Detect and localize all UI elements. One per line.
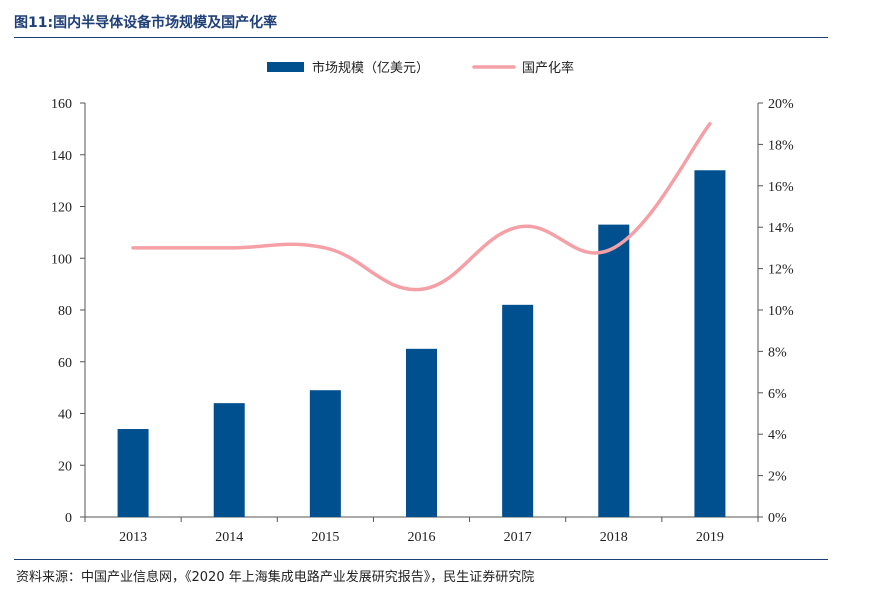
y-tick-label: 140 [51, 149, 72, 164]
y2-tick-label: 8% [768, 345, 787, 360]
y2-tick-label: 6% [768, 387, 787, 402]
legend-swatch-market-size [267, 62, 304, 72]
y2-tick-label: 12% [768, 263, 794, 278]
legend-label-market-size: 市场规模（亿美元） [312, 60, 429, 76]
y2-tick-label: 16% [768, 180, 794, 195]
source-note: 资料来源：中国产业信息网，《2020 年上海集成电路产业发展研究报告》，民生证券… [16, 570, 535, 585]
y-tick-label: 100 [51, 252, 72, 267]
y2-tick-label: 10% [768, 304, 794, 319]
source-divider [14, 559, 828, 560]
legend-label-localization-rate: 国产化率 [522, 60, 574, 76]
bar [598, 224, 630, 518]
y-tick-label: 60 [58, 356, 72, 371]
chart: 0 20 40 60 80 100 120 140 160 0% 2% 4% 6% 8% 10% 12% 14%… [51, 60, 794, 545]
y2-tick-label: 2% [768, 470, 787, 485]
figure-title: 图11:国内半导体设备市场规模及国产化率 [14, 15, 278, 31]
bar [694, 170, 726, 517]
bar [502, 304, 534, 517]
y2-tick-label: 14% [768, 221, 794, 236]
y2-tick-label: 4% [768, 428, 787, 443]
x-tick-label: 2019 [696, 530, 724, 545]
bar [406, 348, 437, 517]
bar [117, 429, 149, 517]
y-tick-label: 0 [65, 511, 72, 526]
y2-tick-label: 18% [768, 138, 794, 153]
bar [213, 403, 245, 517]
x-tick-label: 2015 [311, 530, 339, 545]
x-tick-label: 2016 [408, 530, 436, 545]
y2-tick-label: 20% [768, 97, 794, 112]
x-tick-label: 2013 [119, 530, 147, 545]
title-divider [14, 37, 828, 38]
x-tick-label: 2014 [215, 530, 243, 545]
series-line-localization-rate [131, 121, 712, 292]
bar [309, 390, 341, 517]
y-tick-label: 160 [51, 97, 72, 112]
x-tick-label: 2018 [600, 530, 628, 545]
x-tick-label: 2017 [504, 530, 532, 545]
y-tick-label: 80 [58, 304, 72, 319]
y-tick-label: 40 [58, 408, 72, 423]
y2-tick-label: 0% [768, 511, 787, 526]
y-tick-label: 20 [58, 459, 72, 474]
y-tick-label: 120 [51, 201, 72, 216]
